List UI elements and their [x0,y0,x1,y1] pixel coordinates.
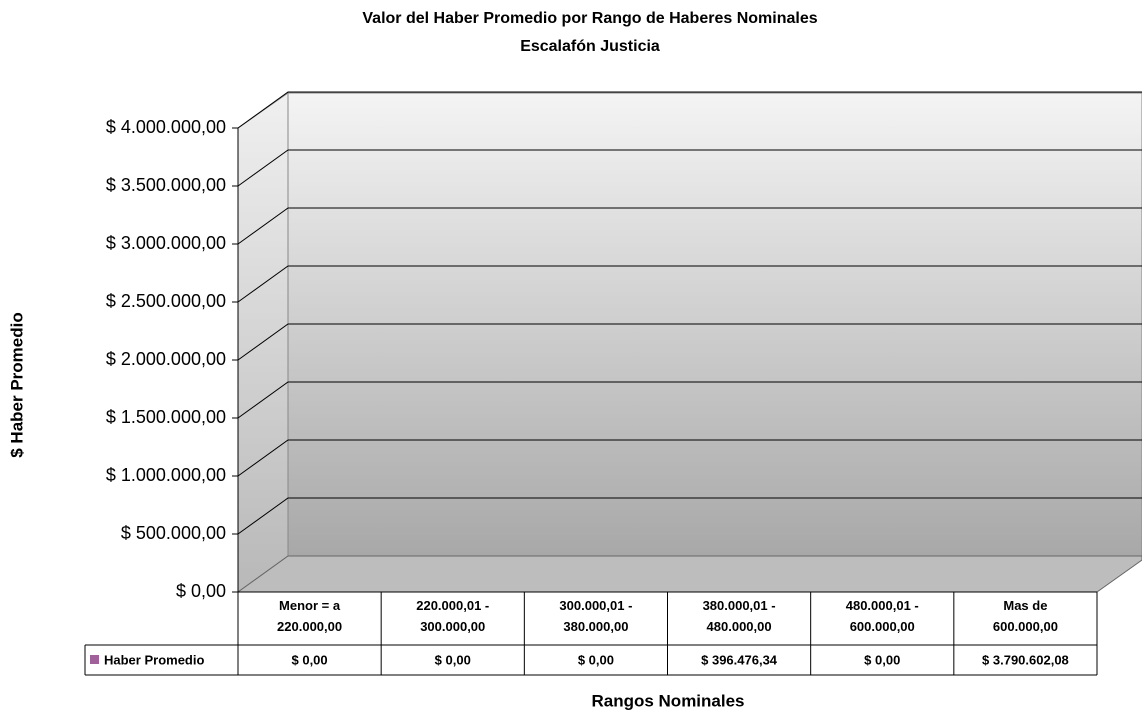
grid-line [237,497,1142,535]
data-label: $ 396.476,34 [701,652,778,667]
grid-line [237,381,1142,419]
y-tick-label: $ 4.000.000,00 [106,117,226,137]
data-label: $ 0,00 [864,652,900,667]
y-tick-label: $ 3.500.000,00 [106,175,226,195]
chart-subtitle: Escalafón Justicia [520,38,660,55]
grid-line [237,149,1142,187]
grid-line [237,323,1142,361]
x-axis-label: Rangos Nominales [591,691,744,710]
data-label: $ 3.790.602,08 [982,652,1069,667]
x-tick-label: 300.000,01 -380.000,00 [559,598,632,634]
grid-line [237,439,1142,477]
data-label: $ 0,00 [435,652,471,667]
legend-swatch [90,655,99,664]
y-tick-label: $ 2.000.000,00 [106,349,226,369]
x-tick-label: Menor = a 220.000,00 [277,598,342,634]
y-tick-label: $ 0,00 [176,581,226,601]
floor [236,555,1142,593]
data-label: $ 0,00 [578,652,614,667]
chart-title: Valor del Haber Promedio por Rango de Ha… [362,10,817,27]
y-tick-label: $ 500.000,00 [121,523,226,543]
legend-label: Haber Promedio [104,652,204,667]
x-tick-label: 480.000,01 -600.000,00 [846,598,919,634]
grid-line [237,265,1142,303]
data-label: $ 0,00 [292,652,328,667]
grid-line [237,91,1142,129]
x-tick-label: 380.000,01 -480.000,00 [703,598,776,634]
x-tick-label: Mas de 600.000,00 [993,598,1058,634]
x-tick-label: 220.000,01 -300.000,00 [416,598,489,634]
y-tick-label: $ 1.500.000,00 [106,407,226,427]
y-tick-label: $ 1.000.000,00 [106,465,226,485]
y-tick-label: $ 3.000.000,00 [106,233,226,253]
y-tick-label: $ 2.500.000,00 [106,291,226,311]
y-axis-label: $ Haber Promedio [7,312,26,458]
grid-line [237,207,1142,245]
